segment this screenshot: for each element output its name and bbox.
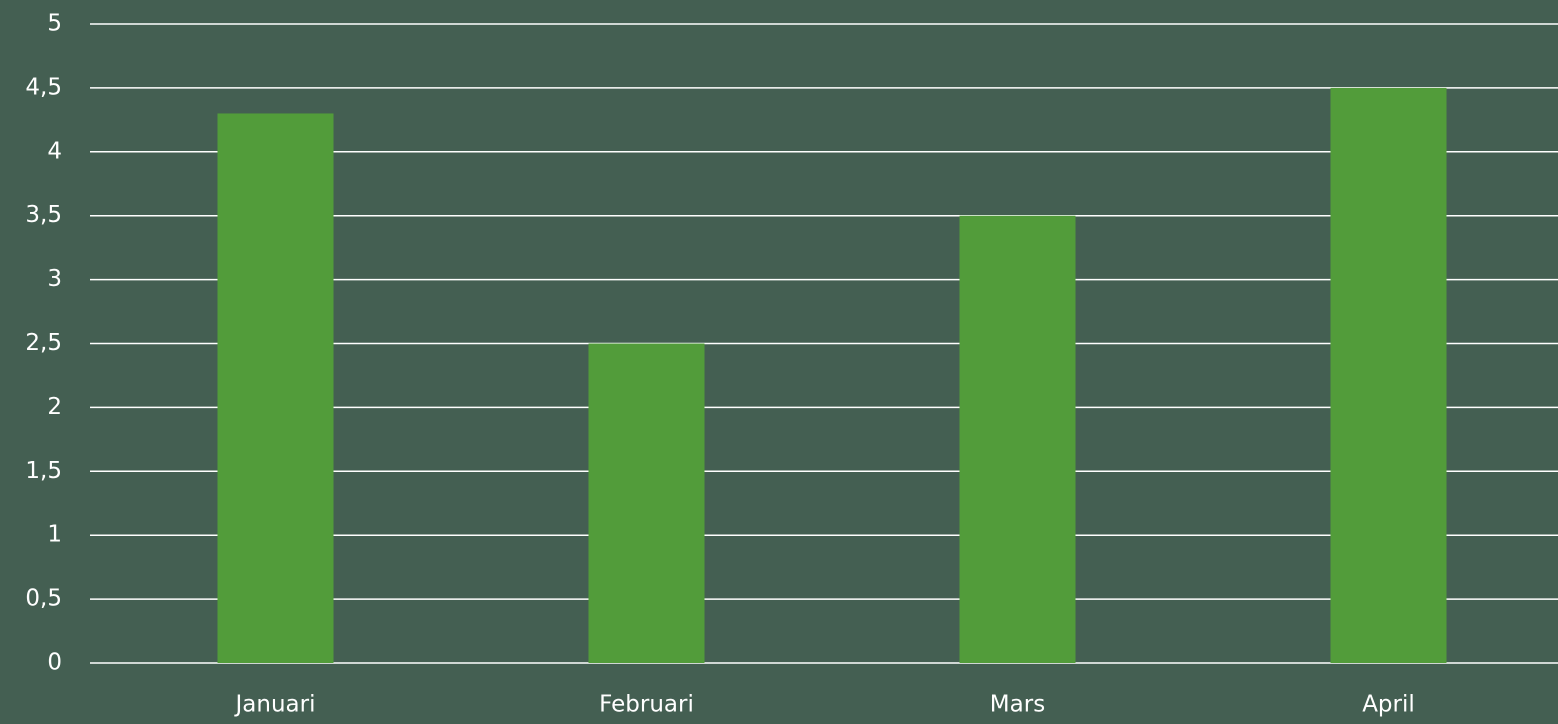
y-tick-label: 4,5 (25, 74, 62, 100)
x-tick-label: Mars (990, 692, 1045, 718)
bar (1330, 87, 1447, 663)
y-tick-label: 0 (47, 650, 62, 676)
x-tick-label: Februari (599, 692, 694, 718)
y-tick-label: 0,5 (25, 586, 62, 612)
y-tick-label: 3 (47, 266, 62, 292)
x-tick-label: April (1362, 692, 1415, 718)
y-tick-label: 1 (47, 522, 62, 548)
x-tick-label: Januari (234, 692, 316, 718)
y-tick-label: 1,5 (25, 458, 62, 484)
bar (588, 343, 705, 663)
y-tick-label: 2,5 (25, 330, 62, 356)
y-tick-label: 2 (47, 394, 62, 420)
bar (959, 215, 1076, 663)
y-tick-label: 5 (47, 11, 62, 37)
y-tick-label: 4 (47, 138, 62, 164)
y-tick-label: 3,5 (25, 202, 62, 228)
bar (217, 113, 334, 663)
